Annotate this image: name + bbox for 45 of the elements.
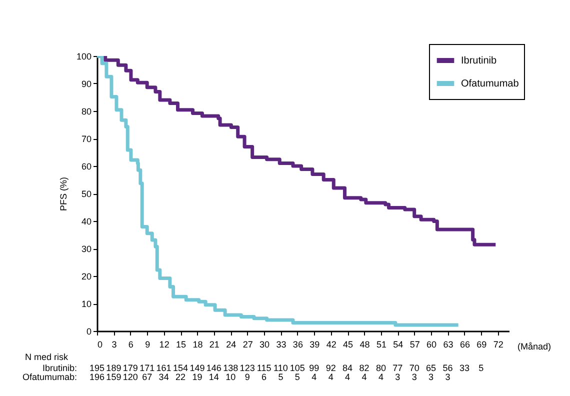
x-tick-label: 72 bbox=[493, 340, 504, 350]
x-tick-label: 12 bbox=[159, 340, 170, 350]
legend-label: Ibrutinib bbox=[461, 56, 498, 66]
x-axis-title: (Månad) bbox=[518, 342, 552, 352]
y-axis-title: PFS (%) bbox=[58, 176, 68, 212]
y-tick-label: 100 bbox=[76, 52, 92, 62]
y-tick-label: 70 bbox=[81, 134, 92, 144]
x-tick-label: 24 bbox=[226, 340, 236, 350]
x-tick-label: 21 bbox=[209, 340, 220, 350]
x-tick-label: 0 bbox=[98, 340, 103, 350]
x-tick-label: 15 bbox=[176, 340, 186, 350]
x-tick-label: 36 bbox=[292, 340, 303, 350]
y-tick-label: 50 bbox=[81, 189, 92, 199]
x-tick-label: 39 bbox=[310, 340, 320, 350]
x-tick-label: 27 bbox=[242, 340, 253, 350]
x-tick-label: 48 bbox=[360, 340, 370, 350]
text: 195 189 179 171 161 154 149 146 138 123 115 110 105 99 92 84 82 80 77 70 65 56 33 5 bbox=[89, 363, 484, 373]
text: N med risk bbox=[25, 352, 69, 362]
x-tick-label: 18 bbox=[192, 340, 203, 350]
text: Ofatumumab: bbox=[22, 372, 77, 382]
text: Ibrutinib: bbox=[42, 363, 77, 373]
x-tick-label: 45 bbox=[343, 340, 354, 350]
y-tick-label: 0 bbox=[86, 326, 92, 336]
x-tick-label: 60 bbox=[426, 340, 437, 350]
x-tick-label: 51 bbox=[376, 340, 386, 350]
x-tick-label: 63 bbox=[443, 340, 454, 350]
x-tick-label: 9 bbox=[145, 340, 150, 350]
y-tick-label: 20 bbox=[81, 272, 92, 282]
y-tick-label: 90 bbox=[81, 79, 92, 89]
x-tick-label: 3 bbox=[112, 340, 117, 350]
x-tick-label: 57 bbox=[410, 340, 420, 350]
y-tick-label: 60 bbox=[81, 162, 92, 172]
legend-label: Ofatumumab bbox=[461, 78, 520, 90]
x-tick-label: 54 bbox=[393, 340, 404, 350]
x-tick-label: 42 bbox=[326, 340, 336, 350]
x-tick-label: 33 bbox=[276, 340, 286, 350]
x-tick-label: 66 bbox=[460, 340, 470, 350]
y-tick-label: 80 bbox=[81, 106, 92, 116]
x-tick-label: 6 bbox=[128, 340, 134, 350]
x-tick-label: 30 bbox=[260, 340, 270, 350]
y-tick-label: 30 bbox=[81, 244, 92, 254]
y-tick-label: 10 bbox=[81, 299, 92, 309]
x-tick-label: 69 bbox=[476, 340, 487, 350]
text: 196 159 120 67 34 22 19 14 10 9 6 5 5 4 4 4 4 4 3 3 3 3 bbox=[89, 372, 450, 382]
y-tick-label: 40 bbox=[81, 216, 92, 226]
